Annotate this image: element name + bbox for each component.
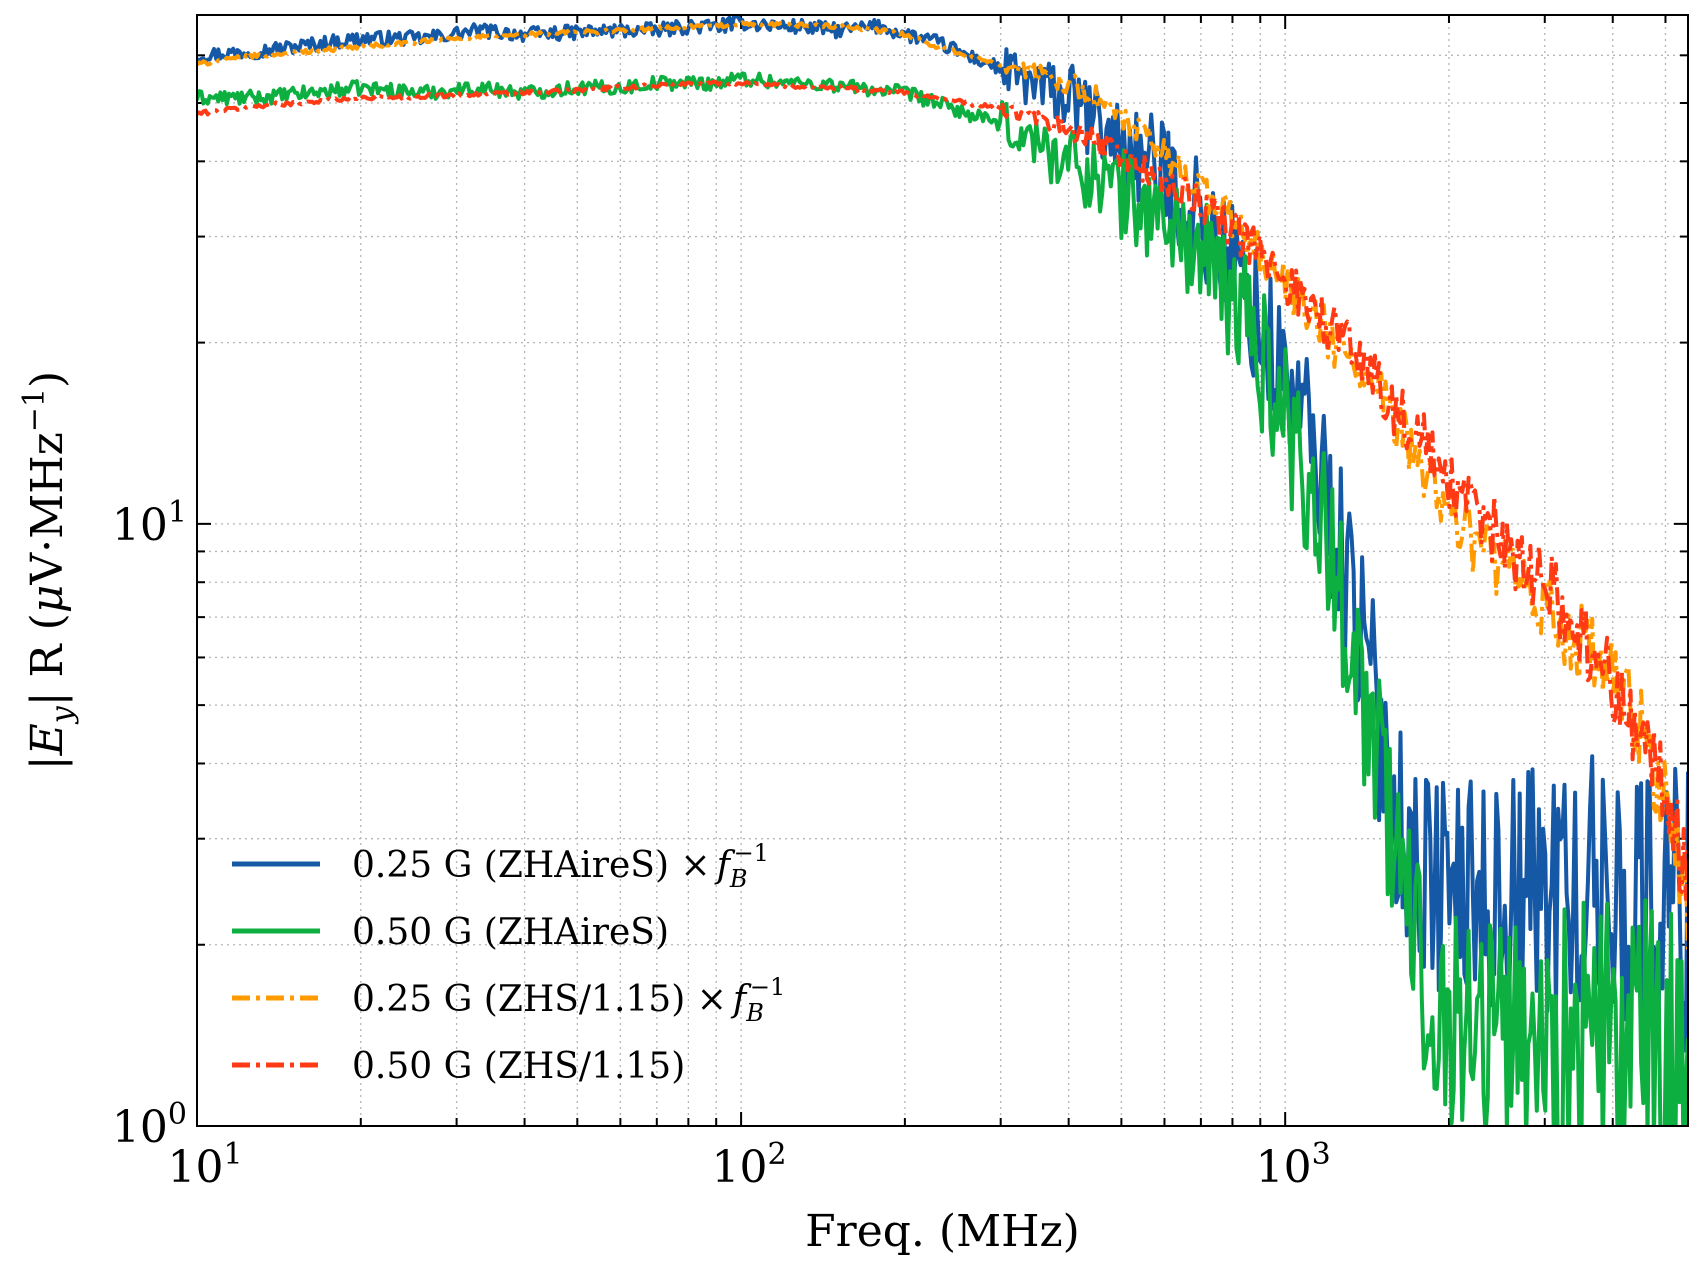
- y-tick-label: 101: [112, 495, 187, 551]
- legend-label: 0.50 G (ZHS/1.15): [352, 1046, 685, 1087]
- legend-label: 0.25 G (ZHS/1.15) × fB−1: [352, 973, 785, 1027]
- series-line-2: [198, 71, 1687, 1125]
- series-group: [198, 16, 1687, 1125]
- y-axis-label: |Ey| R (μV·MHz−1): [17, 371, 80, 770]
- legend: 0.25 G (ZHAireS) × fB−1 0.50 G (ZHAireS) 0.…: [232, 839, 785, 1087]
- x-tick-label: 101: [167, 1137, 242, 1193]
- legend-label: 0.50 G (ZHAireS): [352, 912, 669, 953]
- x-tick-label: 103: [1256, 1137, 1331, 1193]
- x-tick-label: 102: [712, 1137, 787, 1193]
- series-line-4: [198, 79, 1687, 901]
- plot-frame: [196, 14, 1689, 1127]
- x-axis-label: Freq. (MHz): [805, 1206, 1080, 1257]
- y-tick-label: 100: [112, 1097, 187, 1153]
- legend-label: 0.25 G (ZHAireS) × fB−1: [352, 839, 769, 893]
- series-line-3: [198, 20, 1687, 950]
